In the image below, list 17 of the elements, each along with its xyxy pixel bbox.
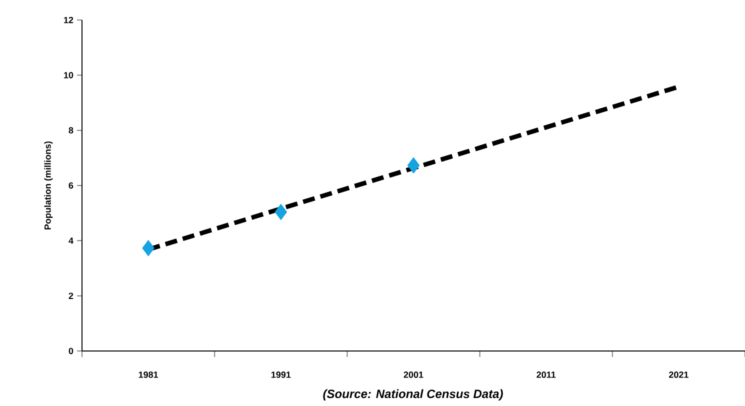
point <box>274 204 288 220</box>
point <box>407 157 420 174</box>
y-tick-label: 10 <box>64 72 74 78</box>
y-tick-label: 4 <box>68 238 74 244</box>
x-tick-label: 2021 <box>669 372 688 378</box>
text: (Source: National Census Data) <box>323 389 503 400</box>
x-tick-label: 2011 <box>536 372 556 378</box>
x-tick-label: 2001 <box>404 372 424 378</box>
y-tick-label: 0 <box>68 348 74 354</box>
y-axis-title: Population (millions) <box>44 141 53 230</box>
y-tick-label: 8 <box>68 127 74 134</box>
y-tick-label: 12 <box>64 16 74 24</box>
x-tick-label: 1991 <box>271 372 291 378</box>
y-tick-label: 6 <box>68 182 74 189</box>
y-tick-label: 2 <box>68 292 74 299</box>
x-tick-label: 1981 <box>138 372 158 378</box>
point <box>142 240 154 256</box>
